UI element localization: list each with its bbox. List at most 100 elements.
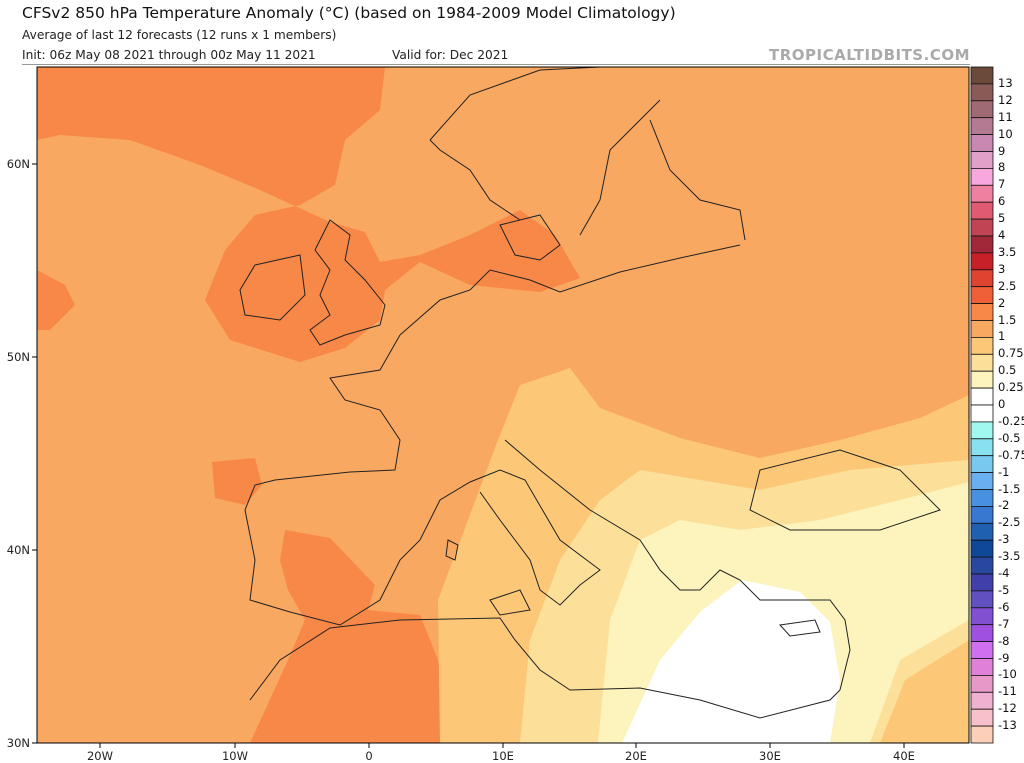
field-0.75-1-se xyxy=(880,640,969,743)
lon-tick-label: 20E xyxy=(625,749,647,763)
colorbar-label: 7 xyxy=(998,177,1006,192)
valid-time: Valid for: Dec 2021 xyxy=(392,48,509,62)
field-0-0.25 xyxy=(622,580,840,743)
colorbar-label: 0 xyxy=(998,397,1006,411)
colorbar-swatch xyxy=(970,151,994,169)
colorbar-label: -7 xyxy=(998,616,1010,631)
colorbar-label: -13 xyxy=(998,718,1017,733)
colorbar-label: -1 xyxy=(998,464,1010,479)
colorbar-label: 0.75 xyxy=(998,346,1024,361)
colorbar-label: -0.5 xyxy=(998,430,1021,445)
lon-tick-label: 30E xyxy=(759,749,781,763)
colorbar-swatch xyxy=(970,184,994,203)
colorbar-swatch xyxy=(970,658,994,676)
colorbar-label: -3.5 xyxy=(998,549,1021,564)
colorbar-swatch xyxy=(970,201,994,220)
colorbar-label: 0.25 xyxy=(998,380,1024,395)
colorbar-swatch xyxy=(970,336,994,355)
colorbar-swatch xyxy=(970,235,994,254)
colorbar-label: 5 xyxy=(998,211,1006,226)
colorbar-label: 3.5 xyxy=(998,244,1017,259)
init-time: Init: 06z May 08 2021 through 00z May 11… xyxy=(22,48,316,62)
colorbar-swatch xyxy=(970,167,994,186)
colorbar-swatch xyxy=(970,387,994,406)
field-1.5-2-iberia xyxy=(250,530,452,743)
colorbar-swatch xyxy=(970,573,994,592)
colorbar-swatch xyxy=(970,269,994,288)
colorbar-swatch xyxy=(970,691,994,710)
colorbar-swatch xyxy=(970,539,994,558)
colorbar-label: -9 xyxy=(998,650,1010,665)
lon-tick-label: 10E xyxy=(492,749,514,763)
axis-ticks: 60N 50N 40N 30N 20W 10W 0 10E 20E 30E 40E xyxy=(7,157,915,763)
colorbar-label: 2.5 xyxy=(998,278,1017,293)
colorbar-label: -11 xyxy=(998,684,1017,699)
colorbar-label: 1 xyxy=(998,329,1006,344)
colorbar-swatch xyxy=(970,218,994,237)
lat-tick-label: 50N xyxy=(7,350,30,364)
field-1.5-2-atlantic xyxy=(37,270,75,330)
colorbar-swatch xyxy=(970,438,994,457)
colorbar-swatch xyxy=(970,100,994,119)
colorbar-swatch xyxy=(970,353,994,372)
colorbar-swatch xyxy=(970,252,994,271)
colorbar xyxy=(970,66,994,744)
colorbar-swatch xyxy=(970,708,994,727)
lon-tick-label: 0 xyxy=(365,749,372,763)
colorbar-label: 8 xyxy=(998,160,1006,175)
colorbar-label: -4 xyxy=(998,566,1010,580)
colorbar-label: 10 xyxy=(998,126,1013,141)
colorbar-label: 12 xyxy=(998,92,1013,107)
colorbar-label: -8 xyxy=(998,633,1010,648)
lat-tick-label: 40N xyxy=(7,543,30,557)
colorbar-swatch xyxy=(970,505,994,524)
colorbar-swatch xyxy=(970,624,994,643)
colorbar-swatch xyxy=(970,489,994,507)
colorbar-swatch xyxy=(970,117,994,135)
colorbar-swatch xyxy=(970,725,994,744)
colorbar-swatch xyxy=(970,370,994,389)
header-divider xyxy=(22,64,970,65)
anomaly-field xyxy=(37,67,969,743)
colorbar-label: -2 xyxy=(998,498,1010,513)
colorbar-swatch xyxy=(970,286,994,305)
lon-tick-label: 40E xyxy=(893,749,915,763)
colorbar-label: -10 xyxy=(998,667,1017,682)
colorbar-swatch xyxy=(970,66,994,85)
lon-tick-label: 10W xyxy=(222,749,248,763)
colorbar-swatch xyxy=(970,607,994,626)
lat-tick-label: 60N xyxy=(7,157,30,171)
lon-tick-label: 20W xyxy=(87,749,113,763)
colorbar-swatch xyxy=(970,455,994,474)
colorbar-label: -6 xyxy=(998,599,1010,614)
colorbar-label: 9 xyxy=(998,143,1006,158)
colorbar-label: -2.5 xyxy=(998,515,1021,530)
colorbar-label: 3 xyxy=(998,261,1006,276)
colorbar-label: -1.5 xyxy=(998,481,1021,496)
brand-watermark: TROPICALTIDBITS.COM xyxy=(769,46,970,64)
colorbar-label: 4 xyxy=(998,228,1006,242)
colorbar-swatch xyxy=(970,83,994,102)
colorbar-label: -5 xyxy=(998,582,1010,597)
colorbar-label: -0.75 xyxy=(998,447,1024,462)
colorbar-swatch xyxy=(970,556,994,575)
colorbar-label: 11 xyxy=(998,109,1013,124)
colorbar-label: -3 xyxy=(998,532,1010,547)
colorbar-label: 2 xyxy=(998,295,1006,310)
colorbar-swatch xyxy=(970,675,994,693)
colorbar-swatch xyxy=(970,134,994,152)
colorbar-swatch xyxy=(970,421,994,440)
colorbar-swatch xyxy=(970,522,994,541)
colorbar-label: 6 xyxy=(998,194,1006,209)
colorbar-swatch xyxy=(970,404,994,423)
colorbar-label: -12 xyxy=(998,701,1017,716)
colorbar-label: -0.25 xyxy=(998,413,1024,428)
chart-title: CFSv2 850 hPa Temperature Anomaly (°C) (… xyxy=(22,4,676,22)
lat-tick-label: 30N xyxy=(7,736,30,750)
colorbar-swatch xyxy=(970,590,994,609)
colorbar-swatch xyxy=(970,641,994,659)
colorbar-swatch xyxy=(970,303,994,321)
subtitle: Average of last 12 forecasts (12 runs x … xyxy=(22,28,337,42)
colorbar-swatch xyxy=(970,320,994,338)
